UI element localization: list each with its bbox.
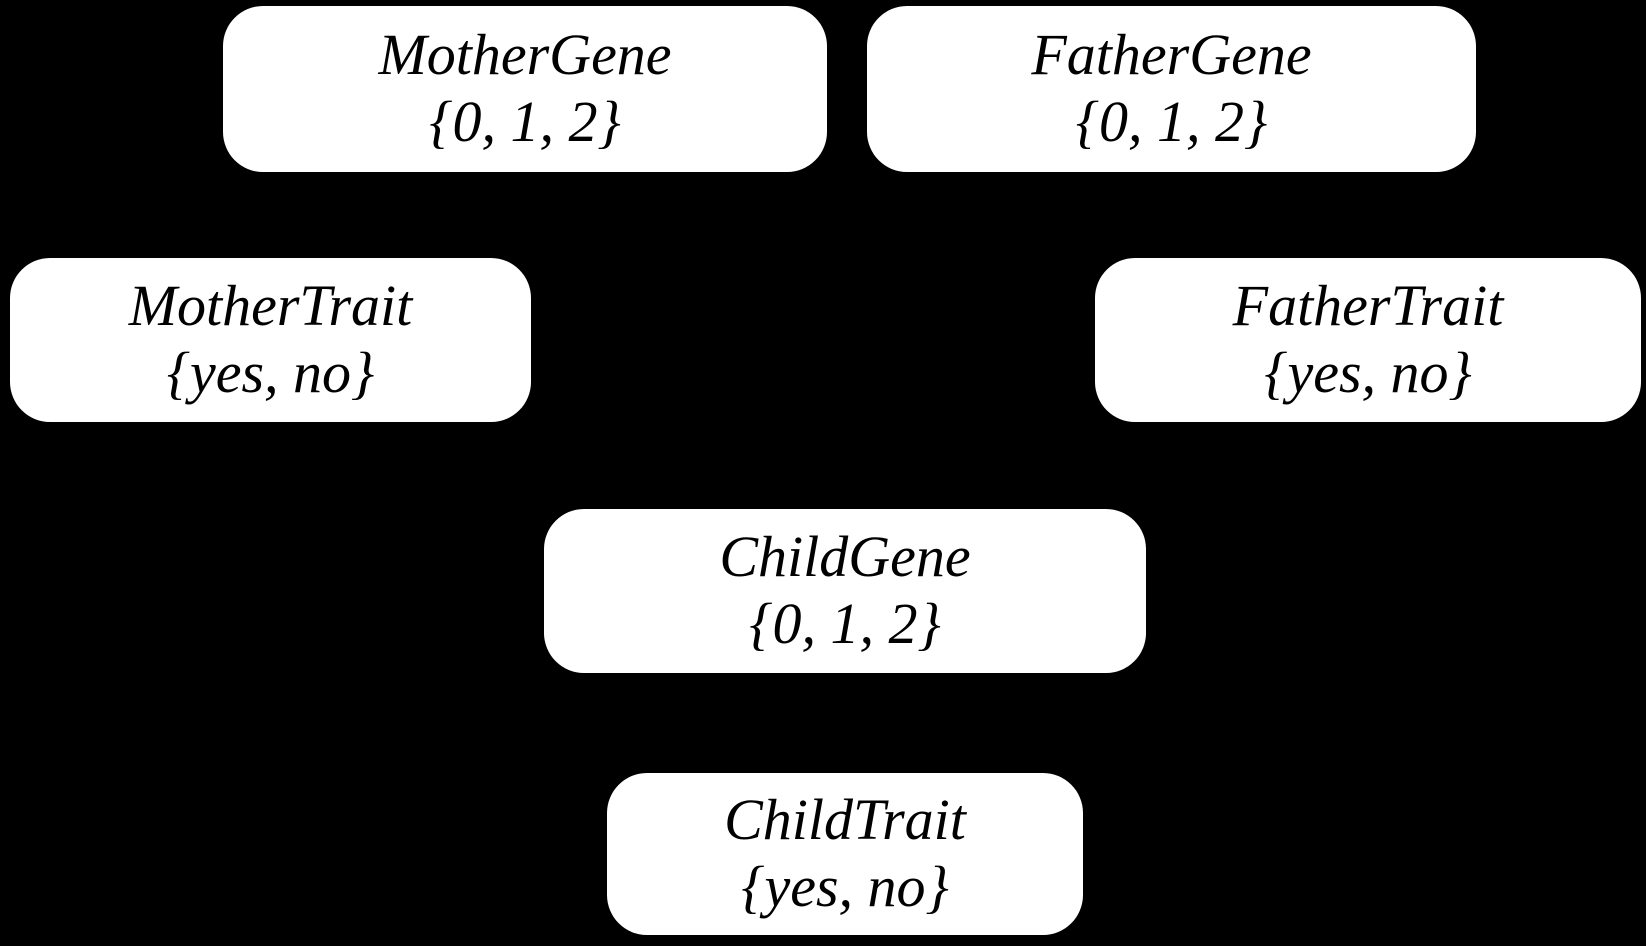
node-mother-trait: MotherTrait {yes, no} xyxy=(10,258,531,422)
node-child-gene-label: ChildGene xyxy=(719,524,971,590)
node-mother-trait-label: MotherTrait xyxy=(128,273,413,339)
node-mother-gene-label: MotherGene xyxy=(378,22,672,88)
node-child-trait: ChildTrait {yes, no} xyxy=(607,773,1083,935)
node-mother-trait-domain: {yes, no} xyxy=(166,340,375,405)
node-child-gene: ChildGene {0, 1, 2} xyxy=(544,509,1146,673)
node-child-trait-label: ChildTrait xyxy=(724,787,966,853)
node-father-trait-label: FatherTrait xyxy=(1232,273,1504,339)
node-father-gene-domain: {0, 1, 2} xyxy=(1075,89,1268,154)
node-child-gene-domain: {0, 1, 2} xyxy=(749,591,941,656)
node-child-trait-domain: {yes, no} xyxy=(741,854,949,919)
node-mother-gene-domain: {0, 1, 2} xyxy=(429,89,621,154)
node-father-gene-label: FatherGene xyxy=(1031,22,1312,88)
node-father-trait: FatherTrait {yes, no} xyxy=(1095,258,1641,422)
node-father-gene: FatherGene {0, 1, 2} xyxy=(867,6,1476,172)
node-mother-gene: MotherGene {0, 1, 2} xyxy=(223,6,827,172)
node-father-trait-domain: {yes, no} xyxy=(1264,340,1472,405)
